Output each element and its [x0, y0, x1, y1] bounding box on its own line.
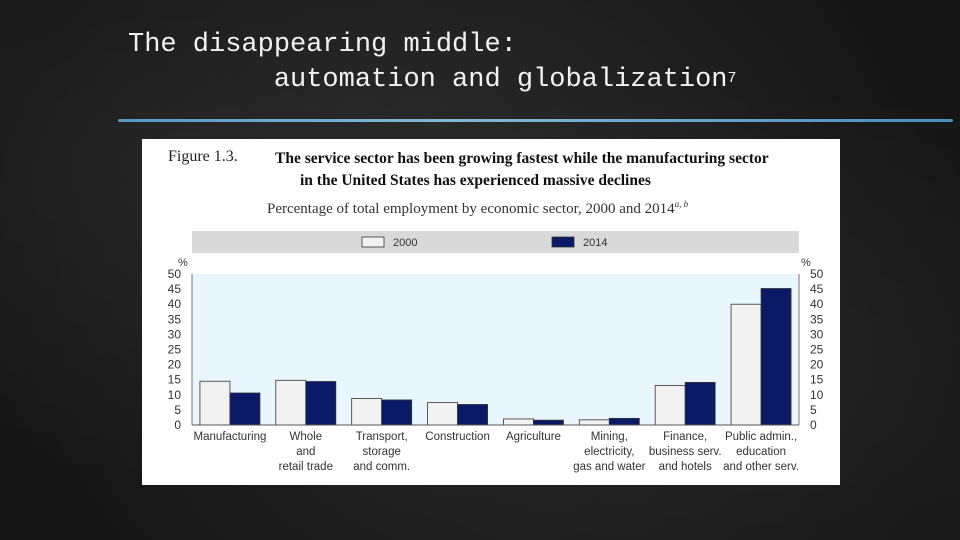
slide-title-line2: automation and globalization — [273, 65, 728, 95]
x-tick-label: Finance, — [663, 431, 707, 443]
x-tick-label: Mining, — [591, 431, 628, 443]
figure-subtitle: Percentage of total employment by econom… — [267, 199, 688, 218]
y-tick-right: 5 — [810, 403, 817, 417]
y-tick-right: 15 — [810, 373, 824, 387]
figure-title-line1: The service sector has been growing fast… — [275, 150, 769, 167]
bar-2014-5 — [608, 417, 640, 426]
bar-2000-3 — [427, 402, 458, 426]
bar-2000-7 — [730, 303, 762, 426]
bar-2000-5 — [578, 419, 610, 426]
legend-label-2000: 2000 — [393, 237, 417, 249]
y-tick-left: 5 — [174, 403, 181, 417]
x-tick-label: gas and water — [573, 461, 645, 473]
figure-panel: Figure 1.3. The service sector has been … — [142, 139, 840, 485]
figure-subtitle-text: Percentage of total employment by econom… — [267, 201, 675, 217]
x-tick-label: education — [736, 446, 786, 458]
x-tick-label: business serv. — [649, 446, 722, 458]
figure-title-line2: in the United States has experienced mas… — [300, 172, 651, 189]
slide-title-line1: The disappearing middle: — [128, 30, 517, 60]
y-tick-left: 35 — [168, 312, 182, 326]
y-tick-left: 45 — [168, 282, 182, 296]
x-tick-label: Manufacturing — [194, 431, 267, 443]
y-tick-left: 0 — [174, 418, 181, 432]
legend-swatch-2014 — [551, 236, 575, 248]
x-tick-label: Agriculture — [506, 431, 561, 443]
x-tick-label: and — [296, 446, 315, 458]
bar-2014-6 — [684, 382, 716, 426]
bar-2000-0 — [199, 380, 231, 426]
x-tick-label: and comm. — [353, 461, 410, 473]
y-tick-left: 40 — [168, 297, 182, 311]
legend-swatch-2000 — [361, 236, 385, 248]
bar-2014-4 — [533, 419, 564, 426]
y-tick-left: 15 — [168, 373, 182, 387]
bar-2014-7 — [760, 288, 792, 426]
y-tick-right: 50 — [810, 267, 824, 281]
y-tick-right: 45 — [810, 282, 824, 296]
x-tick-label: electricity, — [584, 446, 634, 458]
figure-subtitle-footnote: a, b — [674, 199, 689, 209]
slide-title-footnote: 7 — [727, 70, 737, 87]
bar-2000-4 — [503, 418, 534, 426]
title-divider — [118, 119, 953, 122]
bar-2014-1 — [305, 381, 337, 426]
bar-2014-0 — [229, 392, 261, 426]
y-unit-left: % — [178, 257, 188, 269]
y-tick-right: 25 — [810, 343, 824, 357]
x-tick-label: Transport, — [356, 431, 408, 443]
y-tick-left: 10 — [168, 388, 182, 402]
x-tick-label: Construction — [425, 431, 490, 443]
y-tick-left: 25 — [168, 343, 182, 357]
bar-2014-3 — [457, 404, 488, 426]
y-unit-right: % — [801, 257, 811, 269]
x-tick-label: Whole — [290, 431, 323, 443]
y-tick-right: 20 — [810, 358, 824, 372]
legend-band — [192, 231, 799, 253]
figure-title: The service sector has been growing fast… — [275, 148, 835, 192]
figure-number: Figure 1.3. — [168, 148, 238, 165]
x-tick-label: and other serv. — [723, 461, 799, 473]
y-tick-left: 50 — [168, 267, 182, 281]
bar-2014-2 — [381, 399, 413, 426]
slide-title: The disappearing middle: automation and … — [128, 28, 737, 98]
x-tick-label: Public admin., — [725, 431, 797, 443]
y-tick-right: 40 — [810, 297, 824, 311]
x-tick-label: storage — [363, 446, 401, 458]
bar-2000-1 — [275, 379, 307, 426]
y-tick-right: 0 — [810, 418, 817, 432]
y-tick-left: 20 — [168, 358, 182, 372]
y-tick-right: 10 — [810, 388, 824, 402]
bar-2000-2 — [351, 398, 383, 426]
x-tick-label: and hotels — [659, 461, 712, 473]
bar-2000-6 — [654, 385, 686, 426]
y-tick-right: 35 — [810, 312, 824, 326]
legend-label-2014: 2014 — [583, 237, 607, 249]
y-tick-right: 30 — [810, 327, 824, 341]
x-tick-label: retail trade — [279, 461, 333, 473]
y-tick-left: 30 — [168, 327, 182, 341]
